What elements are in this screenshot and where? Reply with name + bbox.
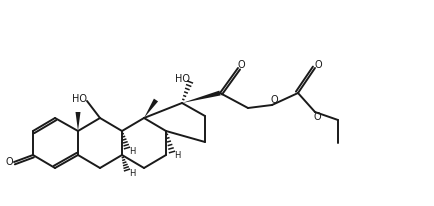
Text: HO: HO <box>175 74 190 84</box>
Text: O: O <box>5 157 13 167</box>
Polygon shape <box>181 91 220 103</box>
Polygon shape <box>76 112 80 131</box>
Text: O: O <box>270 95 277 105</box>
Text: H: H <box>174 151 180 160</box>
Text: O: O <box>313 60 321 70</box>
Polygon shape <box>144 99 158 118</box>
Text: O: O <box>312 112 320 122</box>
Text: HO: HO <box>72 94 87 104</box>
Text: O: O <box>237 60 244 70</box>
Text: H: H <box>128 147 135 157</box>
Text: H: H <box>128 170 135 179</box>
